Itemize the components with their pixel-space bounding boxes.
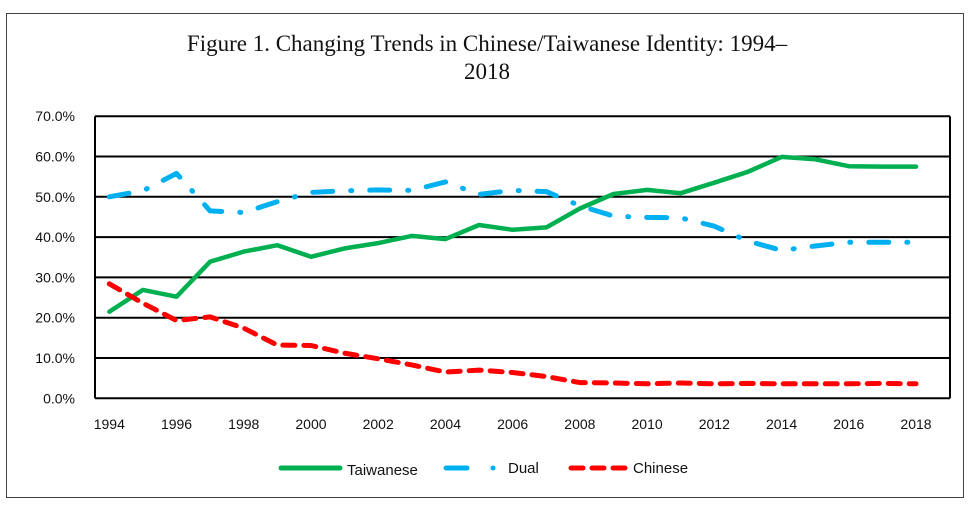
y-tick-label: 70.0% (35, 108, 75, 124)
y-tick-label: 30.0% (35, 269, 75, 285)
chart-title: Figure 1. Changing Trends in Chinese/Tai… (0, 30, 974, 86)
legend-label-taiwanese: Taiwanese (347, 462, 418, 479)
x-tick-label: 1998 (228, 416, 259, 432)
x-tick-label: 2010 (632, 416, 663, 432)
legend-label-chinese: Chinese (633, 460, 688, 477)
y-tick-label: 10.0% (35, 350, 75, 366)
y-tick-label: 20.0% (35, 310, 75, 326)
series-line-taiwanese (107, 154, 919, 314)
x-tick-label: 2018 (900, 416, 931, 432)
x-tick-label: 2000 (295, 416, 326, 432)
x-tick-label: 2014 (766, 416, 797, 432)
series-line-dual (106, 170, 919, 253)
chart-title-line-1: Figure 1. Changing Trends in Chinese/Tai… (186, 31, 788, 56)
y-tick-label: 50.0% (35, 189, 75, 205)
chart-title-line-2: 2018 (464, 59, 510, 84)
x-tick-label: 2012 (699, 416, 730, 432)
x-tick-label: 2004 (430, 416, 461, 432)
series-line-chinese (106, 281, 919, 387)
x-tick-label: 2016 (833, 416, 864, 432)
x-tick-label: 2008 (564, 416, 595, 432)
y-tick-label: 60.0% (35, 149, 75, 165)
chart-frame (6, 13, 964, 498)
x-tick-label: 1994 (94, 416, 125, 432)
legend-label-dual: Dual (508, 460, 539, 477)
x-tick-label: 2006 (497, 416, 528, 432)
y-tick-label: 0.0% (43, 390, 75, 406)
x-tick-label: 1996 (161, 416, 192, 432)
legend-swatch-dot-dual (490, 465, 496, 471)
x-tick-label: 2002 (363, 416, 394, 432)
y-tick-label: 40.0% (35, 229, 75, 245)
